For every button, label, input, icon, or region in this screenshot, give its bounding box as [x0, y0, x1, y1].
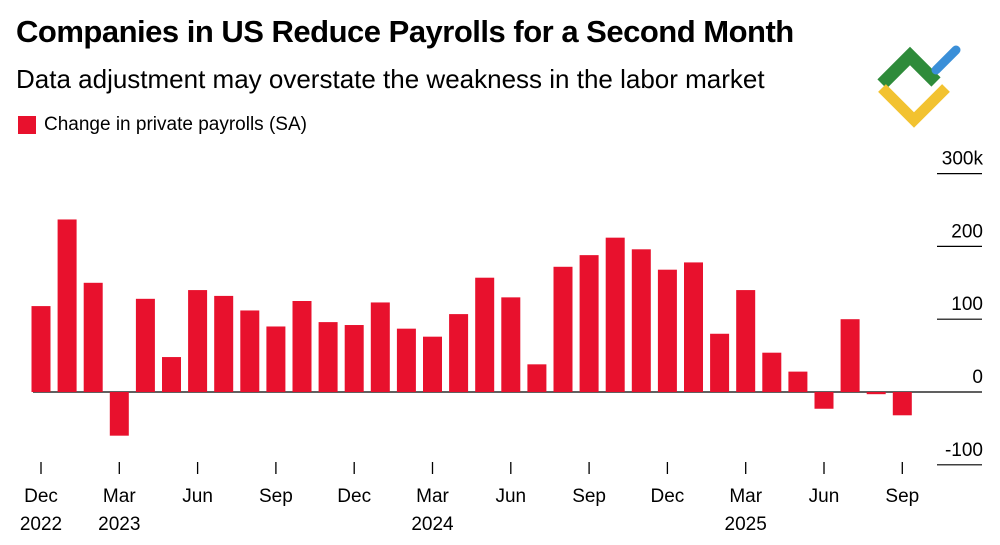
y-tick-label: 300k — [942, 149, 984, 170]
bar — [527, 364, 547, 392]
x-tick-label-month: Jun — [809, 486, 840, 507]
bar — [657, 269, 677, 392]
chart-subtitle: Data adjustment may overstate the weakne… — [16, 64, 765, 94]
bar — [892, 392, 912, 416]
bar — [318, 322, 338, 392]
bar — [370, 302, 390, 392]
x-tick-label-year: 2022 — [20, 514, 62, 535]
brand-logo-icon — [877, 45, 961, 128]
legend-label: Change in private payrolls (SA) — [44, 114, 307, 135]
bar — [266, 326, 286, 392]
bar — [57, 219, 77, 392]
logo-blue-stroke — [931, 45, 961, 75]
bar — [188, 290, 208, 392]
legend: Change in private payrolls (SA) — [18, 114, 307, 136]
bar — [762, 352, 782, 392]
bar — [396, 328, 416, 392]
x-tick-label-month: Mar — [729, 486, 762, 507]
bar — [449, 314, 469, 392]
x-tick-label-year: 2023 — [98, 514, 140, 535]
x-tick-label-year: 2025 — [725, 514, 767, 535]
x-tick-label-month: Sep — [885, 486, 919, 507]
bar — [475, 277, 495, 392]
bar — [109, 392, 129, 436]
bar — [423, 336, 442, 392]
bar — [710, 333, 730, 392]
bar — [840, 319, 860, 392]
y-tick-label: -100 — [945, 440, 983, 461]
legend-swatch — [18, 116, 36, 134]
bar — [553, 266, 573, 392]
x-tick-label-month: Jun — [182, 486, 213, 507]
bar — [866, 392, 886, 395]
bar — [135, 298, 155, 392]
x-tick-label-month: Dec — [337, 486, 371, 507]
x-tick-label-month: Sep — [259, 486, 293, 507]
chart-title: Companies in US Reduce Payrolls for a Se… — [16, 14, 794, 49]
y-tick-label: 200 — [951, 221, 983, 242]
x-tick-label-month: Mar — [103, 486, 136, 507]
logo-green-stroke — [877, 46, 941, 89]
x-tick-label-month: Mar — [416, 486, 449, 507]
bar — [162, 357, 181, 392]
bar — [240, 310, 260, 392]
bar — [83, 282, 103, 392]
bar — [31, 306, 51, 392]
bar — [736, 290, 756, 392]
logo-yellow-stroke — [878, 84, 950, 128]
bar — [501, 297, 521, 392]
bar — [579, 255, 599, 392]
bar — [788, 371, 808, 392]
x-tick-label-month: Dec — [24, 486, 58, 507]
y-tick-label: 0 — [972, 367, 983, 388]
bar — [814, 392, 834, 409]
bar — [684, 262, 703, 392]
x-tick-label-year: 2024 — [411, 514, 454, 535]
x-tick-label-month: Jun — [495, 486, 526, 507]
bar — [214, 295, 234, 392]
x-tick-label-month: Sep — [572, 486, 606, 507]
x-tick-label-month: Dec — [651, 486, 685, 507]
bar — [631, 249, 651, 392]
bar — [605, 237, 625, 392]
bar — [292, 301, 312, 392]
y-tick-label: 100 — [951, 294, 983, 315]
bar — [344, 325, 364, 392]
